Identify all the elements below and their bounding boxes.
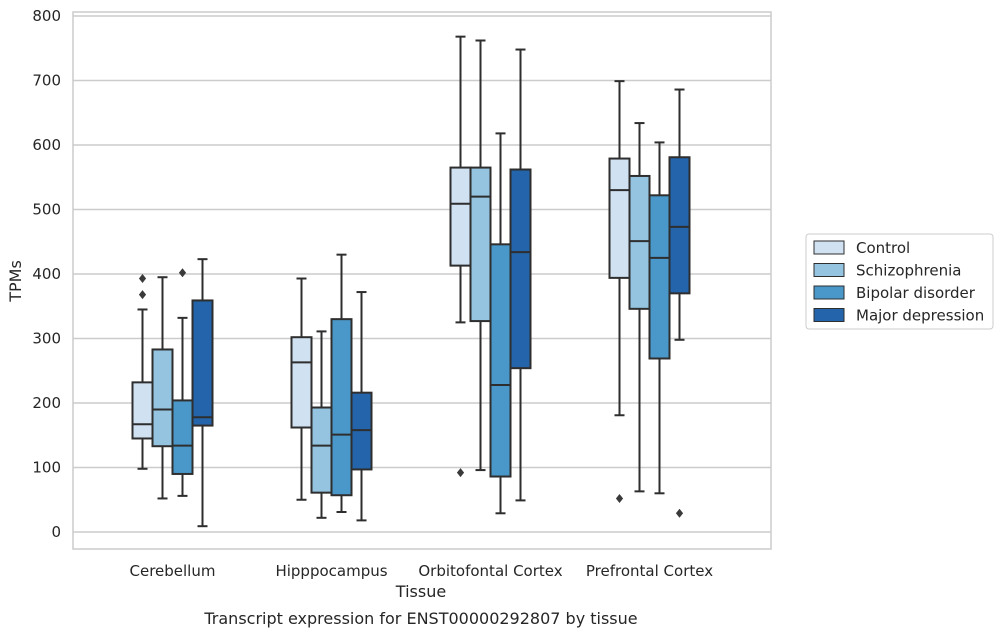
box-iqr: [171, 399, 194, 475]
x-tick-label-3: Prefrontal Cortex: [586, 562, 713, 580]
legend-frame: [805, 233, 994, 330]
outlier-point: [138, 290, 147, 300]
y-tick-label-0: 0: [51, 523, 61, 541]
y-tick-label-100: 100: [32, 459, 61, 477]
box: [151, 276, 174, 500]
box-iqr: [330, 318, 353, 497]
x-tick-labels: Cerebellum Hipppocampus Orbitofontal Corte…: [130, 562, 714, 580]
box: [509, 48, 532, 502]
series-schizophrenia: [151, 39, 651, 519]
box-iqr: [151, 348, 174, 448]
box: [469, 39, 492, 472]
box: [350, 291, 373, 522]
outlier-point: [675, 508, 684, 518]
box: [668, 88, 691, 518]
box-iqr: [449, 166, 472, 267]
x-tick-label-2: Orbitofontal Cortex: [418, 562, 562, 580]
box-iqr: [131, 381, 154, 440]
series-bipolar-disorder: [171, 132, 671, 515]
y-axis-label: TPMs: [6, 260, 25, 303]
box-iqr: [489, 243, 512, 478]
y-tick-label-600: 600: [32, 136, 61, 154]
y-tick-label-700: 700: [32, 72, 61, 90]
y-tick-label-200: 200: [32, 394, 61, 412]
outlier-point: [138, 274, 147, 284]
y-tick-label-400: 400: [32, 265, 61, 283]
x-tick-label-1: Hipppocampus: [275, 562, 387, 580]
box: [131, 274, 154, 470]
outlier-point: [615, 493, 624, 503]
box-iqr: [648, 194, 671, 360]
box: [171, 268, 194, 497]
box-iqr: [469, 166, 492, 323]
box-iqr: [191, 299, 214, 427]
box: [191, 258, 214, 528]
box-iqr: [668, 156, 691, 295]
box: [489, 132, 512, 515]
box: [628, 122, 651, 493]
x-axis-label: Tissue: [395, 582, 446, 601]
legend-swatch: [813, 308, 845, 322]
box-iqr: [628, 174, 651, 310]
legend-label: Control: [856, 239, 910, 257]
box-series: [131, 35, 691, 528]
y-tick-label-300: 300: [32, 330, 61, 348]
box-iqr: [608, 157, 631, 279]
series-major-depression: [191, 48, 691, 528]
legend: Control Schizophrenia Bipolar disorder Majo…: [805, 233, 994, 330]
box: [330, 253, 353, 514]
legend-swatch: [813, 240, 845, 255]
chart-caption: Transcript expression for ENST0000029280…: [203, 609, 637, 628]
y-tick-labels: 0 100 200 300 400 500 600 700 800: [32, 7, 61, 541]
y-tick-label-800: 800: [32, 7, 61, 25]
x-tick-label-0: Cerebellum: [130, 562, 216, 580]
legend-swatch: [813, 285, 845, 300]
legend-label: Major depression: [856, 307, 984, 325]
legend-swatch: [813, 263, 845, 277]
legend-label: Schizophrenia: [856, 262, 961, 280]
y-tick-label-500: 500: [32, 201, 61, 219]
box: [290, 277, 313, 501]
box-iqr: [310, 406, 333, 494]
box-iqr: [509, 168, 532, 370]
box-iqr: [290, 336, 313, 429]
outlier-point: [178, 268, 187, 278]
outlier-point: [456, 468, 465, 478]
box: [608, 80, 631, 503]
legend-label: Bipolar disorder: [856, 284, 976, 302]
